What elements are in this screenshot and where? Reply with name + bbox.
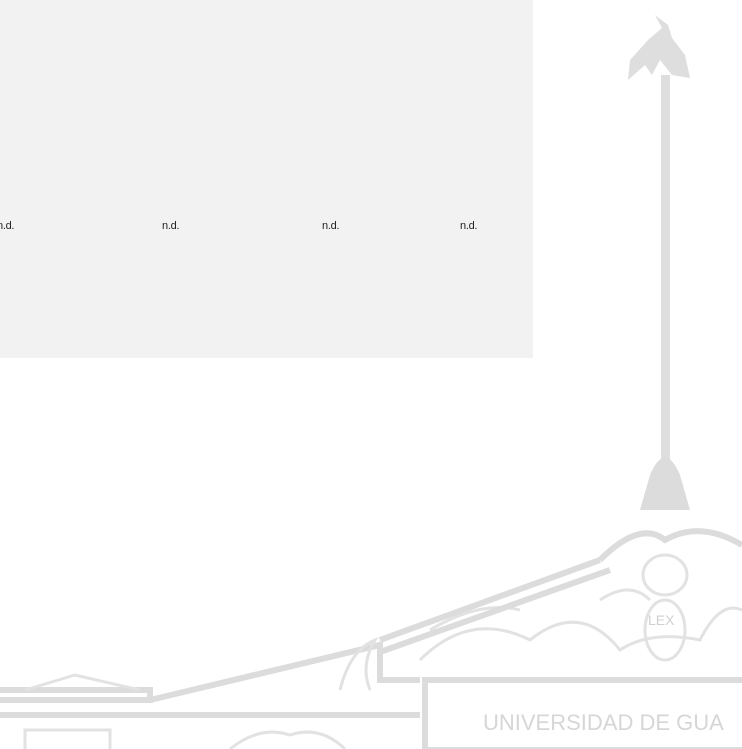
- eagle: [628, 15, 690, 80]
- window: [229, 730, 347, 749]
- cornice: [0, 687, 153, 703]
- university-name: UNIVERSIDAD DE GUA: [483, 710, 724, 735]
- ornament: [643, 598, 687, 662]
- roof: [378, 557, 612, 655]
- roof: [149, 641, 420, 703]
- ornament: [641, 553, 689, 597]
- cell-value: n.d.: [0, 220, 15, 232]
- window: [23, 728, 112, 749]
- frieze: [422, 677, 742, 749]
- ornament: [429, 588, 652, 632]
- ornament: [597, 528, 742, 563]
- motto: LEX: [648, 612, 675, 628]
- pediment: [24, 673, 141, 692]
- scroll: [338, 636, 379, 691]
- cell-value: n.d.: [162, 220, 180, 232]
- cell-value: n.d.: [322, 220, 340, 232]
- pedestal: [640, 457, 690, 510]
- cell-value: n.d.: [460, 220, 478, 232]
- data-panel: n.d. n.d. n.d. n.d.: [0, 0, 533, 358]
- pole: [661, 75, 670, 475]
- ornament: [418, 606, 742, 662]
